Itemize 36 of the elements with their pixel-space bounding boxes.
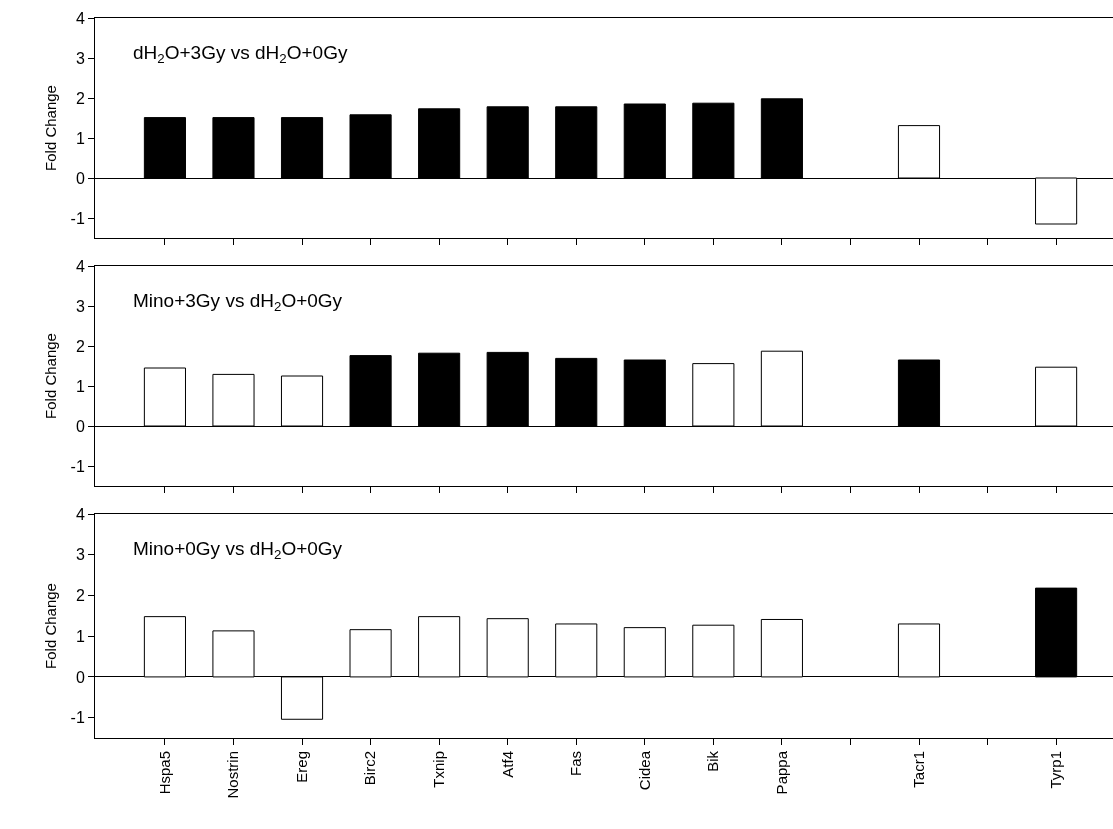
x-tick-label: Pappa [772, 750, 790, 795]
y-tick-label: 3 [75, 546, 85, 564]
y-tick-label: 1 [75, 627, 85, 645]
y-tick-label: -1 [70, 457, 85, 475]
text: Mino+0Gy vs dH$_{2}$O+0Gy [133, 538, 343, 562]
y-tick-label: 0 [75, 169, 85, 187]
x-tick-label: Txnip [430, 751, 448, 788]
y-tick-label: 0 [75, 668, 85, 686]
y-tick-label: 4 [75, 257, 85, 275]
y-tick-label: 0 [75, 417, 85, 435]
y-axis-title: Fold Change [41, 333, 59, 419]
y-tick-label: 2 [75, 337, 85, 355]
text: Mino+3Gy vs dH$_{2}$O+0Gy [133, 290, 343, 314]
x-tick-label: Birc2 [361, 751, 379, 786]
y-tick-label: 4 [75, 9, 85, 27]
x-tick-label: Atf4 [498, 751, 516, 778]
y-tick-label: 1 [75, 377, 85, 395]
y-tick-label: 4 [75, 505, 85, 523]
y-tick-label: 1 [75, 129, 85, 147]
y-axis-title: Fold Change [41, 85, 59, 171]
y-tick-label: -1 [70, 209, 85, 227]
x-tick-label: Ereg [292, 751, 310, 783]
text: dH$_{2}$O+3Gy vs dH$_{2}$O+0Gy [133, 42, 348, 66]
x-tick-label: Cidea [635, 750, 653, 791]
x-tick-label: Bik [704, 750, 722, 772]
x-tick-label: Tacr1 [909, 751, 927, 788]
y-tick-label: 3 [75, 297, 85, 315]
x-tick-label: Hspa5 [155, 751, 173, 795]
y-tick-label: 3 [75, 49, 85, 67]
y-tick-label: 2 [75, 587, 85, 605]
y-tick-label: -1 [70, 709, 85, 727]
x-tick-label: Fas [567, 751, 585, 777]
x-tick-label: Nostrin [224, 751, 242, 799]
x-tick-label: Tyrp1 [1046, 751, 1064, 789]
y-tick-label: 2 [75, 89, 85, 107]
y-axis-title: Fold Change [41, 583, 59, 669]
